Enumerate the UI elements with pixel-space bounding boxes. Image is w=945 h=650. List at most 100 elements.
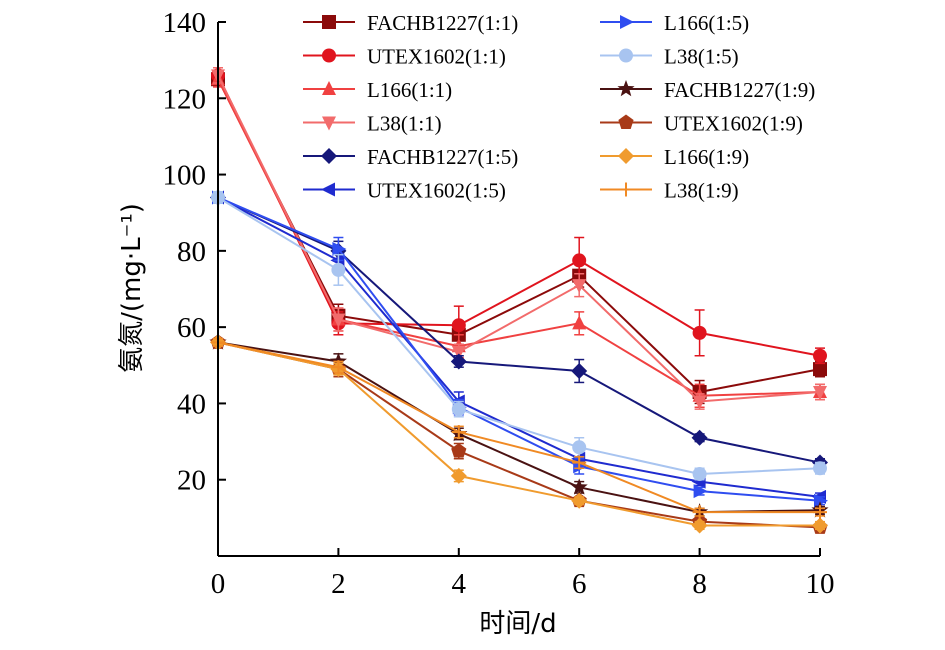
data-point-l38-1-5-2 <box>451 402 466 417</box>
y-tick-label-0: 20 <box>177 465 206 497</box>
data-point-l38-1-5-3 <box>572 440 587 455</box>
data-point-l38-1-1-3 <box>572 279 587 294</box>
legend-item-fachb1227-1-5: FACHB1227(1:5) <box>303 145 518 169</box>
legend-item-l166-1-9: L166(1:9) <box>600 145 749 169</box>
data-point-fachb1227-1-5-3 <box>571 363 588 380</box>
data-point-l38-1-9-3 <box>572 455 587 470</box>
legend-marker-l166-1-5 <box>620 15 634 29</box>
legend-label-fachb1227-1-9: FACHB1227(1:9) <box>664 78 815 102</box>
series-l38-1-5 <box>211 190 827 481</box>
series-line-l38-1-1 <box>217 74 821 403</box>
data-point-utex1602-1-1-3 <box>572 253 587 268</box>
data-point-l166-1-5-1 <box>332 241 347 256</box>
legend-label-l166-1-5: L166(1:5) <box>664 11 749 35</box>
legend-label-utex1602-1-1: UTEX1602(1:1) <box>367 45 506 69</box>
y-axis-title: 氨氮/(mg·L⁻¹) <box>117 203 147 373</box>
legend-marker-l166-1-1 <box>322 81 336 95</box>
data-point-l166-1-5-4 <box>693 484 708 499</box>
data-point-utex1602-1-1-2 <box>451 318 466 333</box>
series-line-fachb1227-1-1 <box>217 78 821 394</box>
series-utex1602-1-9 <box>210 334 828 534</box>
data-point-utex1602-1-1-5 <box>813 348 827 363</box>
legend-item-l166-1-5: L166(1:5) <box>600 11 749 35</box>
legend-label-l38-1-5: L38(1:5) <box>664 45 739 69</box>
data-point-l38-1-9-1 <box>331 360 346 375</box>
y-tick-label-2: 60 <box>177 312 206 344</box>
data-point-l38-1-5-4 <box>692 466 707 481</box>
legend-marker-fachb1227-1-5 <box>321 148 337 164</box>
legend-marker-fachb1227-1-9 <box>617 80 635 97</box>
legend-label-l166-1-9: L166(1:9) <box>664 145 749 169</box>
data-point-l166-1-1-3 <box>572 315 587 330</box>
series-utex1602-1-5 <box>210 190 826 504</box>
legend-marker-utex1602-1-9 <box>618 114 634 129</box>
legend: FACHB1227(1:1) UTEX1602(1:1) L166(1:1) L38(… <box>303 11 815 203</box>
series-l166-1-9 <box>210 334 828 534</box>
legend-item-l166-1-1: L166(1:1) <box>303 78 452 102</box>
legend-item-fachb1227-1-1: FACHB1227(1:1) <box>303 11 518 35</box>
legend-label-l38-1-1: L38(1:1) <box>367 112 442 136</box>
data-point-l166-1-9-3 <box>571 492 588 509</box>
data-point-l38-1-9-4 <box>692 505 707 520</box>
data-point-l166-1-5-5 <box>814 493 828 508</box>
series-l38-1-9 <box>211 335 827 520</box>
legend-item-l38-1-9: L38(1:9) <box>600 179 739 203</box>
data-point-l38-1-1-4 <box>692 395 707 410</box>
series-line-fachb1227-1-5 <box>217 196 821 464</box>
series-layer <box>209 67 829 534</box>
x-axis-title: 时间/d <box>479 609 556 639</box>
data-point-l38-1-9-2 <box>451 425 466 440</box>
data-point-l166-1-9-4 <box>691 517 708 534</box>
data-point-l38-1-5-5 <box>813 461 827 476</box>
legend-item-l38-1-1: L38(1:1) <box>303 112 442 136</box>
series-line-l166-1-5 <box>217 196 821 502</box>
y-tick-label-4: 100 <box>163 160 207 192</box>
series-line-utex1602-1-9 <box>217 341 821 529</box>
data-point-utex1602-1-9-2 <box>451 443 467 458</box>
data-point-l166-1-9-5 <box>812 517 828 534</box>
legend-label-fachb1227-1-5: FACHB1227(1:5) <box>367 145 518 169</box>
data-point-l38-1-9-5 <box>813 505 827 520</box>
legend-item-utex1602-1-5: UTEX1602(1:5) <box>303 179 506 203</box>
x-tick-label-4: 8 <box>692 568 707 600</box>
x-tick-label-5: 10 <box>806 568 835 600</box>
legend-label-fachb1227-1-1: FACHB1227(1:1) <box>367 11 518 35</box>
legend-item-utex1602-1-9: UTEX1602(1:9) <box>600 112 803 136</box>
data-point-l38-1-5-1 <box>331 262 346 277</box>
legend-item-l38-1-5: L38(1:5) <box>600 45 739 69</box>
series-line-l166-1-9 <box>217 341 820 527</box>
x-tick-label-3: 6 <box>572 568 587 600</box>
legend-item-fachb1227-1-9: FACHB1227(1:9) <box>600 78 815 102</box>
data-point-l38-1-1-1 <box>331 313 346 328</box>
series-fachb1227-1-5 <box>210 189 828 471</box>
data-point-fachb1227-1-9-3 <box>570 478 588 495</box>
data-point-utex1602-1-1-4 <box>692 325 707 340</box>
legend-marker-utex1602-1-5 <box>321 182 335 197</box>
legend-marker-utex1602-1-1 <box>322 48 336 63</box>
y-tick-label-3: 80 <box>177 236 206 268</box>
y-tick-label-6: 140 <box>163 7 207 39</box>
legend-label-l38-1-9: L38(1:9) <box>664 179 739 203</box>
data-point-l166-1-9-2 <box>450 467 467 484</box>
data-point-l38-1-1-5 <box>813 385 827 400</box>
series-line-utex1602-1-5 <box>217 196 821 498</box>
series-line-utex1602-1-1 <box>217 74 821 357</box>
x-tick-label-0: 0 <box>211 568 226 600</box>
legend-marker-fachb1227-1-1 <box>322 15 336 29</box>
legend-label-utex1602-1-9: UTEX1602(1:9) <box>664 112 803 136</box>
data-point-l38-1-1-2 <box>451 345 466 360</box>
legend-marker-l166-1-9 <box>618 148 634 164</box>
legend-marker-l38-1-1 <box>322 116 336 131</box>
x-tick-label-2: 4 <box>452 568 467 600</box>
y-tick-label-1: 40 <box>177 388 206 420</box>
series-line-l38-1-5 <box>217 196 821 475</box>
x-tick-label-1: 2 <box>331 568 346 600</box>
data-point-fachb1227-1-5-2 <box>450 353 467 370</box>
data-point-fachb1227-1-1-5 <box>813 362 827 377</box>
legend-label-utex1602-1-5: UTEX1602(1:5) <box>367 179 506 203</box>
legend-marker-l38-1-5 <box>619 48 633 63</box>
axes-layer: 0 2 4 6 8 10 20 40 60 80 100 120 140 <box>163 7 835 600</box>
data-point-fachb1227-1-5-4 <box>691 429 708 446</box>
